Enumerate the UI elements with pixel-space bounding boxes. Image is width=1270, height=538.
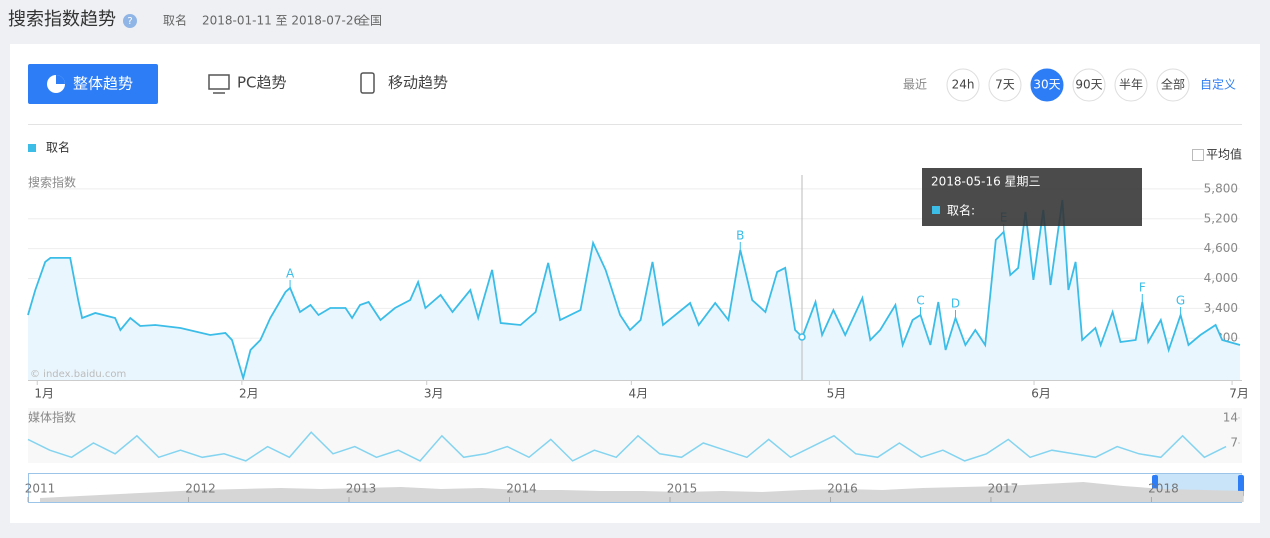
tooltip-title: 2018-05-16 星期三 xyxy=(931,175,1041,189)
period-label: 90天 xyxy=(1075,78,1102,92)
y-tick-label: 4,000 xyxy=(1204,271,1238,285)
pie-icon-slice xyxy=(56,75,65,84)
annotation-label: A xyxy=(286,266,295,280)
period-label: 最近 xyxy=(903,78,927,92)
x-tick-label: 5月 xyxy=(827,387,847,401)
legend-swatch xyxy=(28,144,36,152)
x-tick-label: 2013 xyxy=(346,482,377,496)
mobile-icon xyxy=(360,72,375,94)
annotation-label: C xyxy=(916,294,924,308)
legend-label[interactable]: 取名 xyxy=(46,140,70,155)
tooltip xyxy=(922,168,1142,226)
period-label: 24h xyxy=(952,78,975,92)
x-tick-label: 2015 xyxy=(667,482,698,496)
tab-label: 整体趋势 xyxy=(73,75,133,93)
x-tick-label: 2月 xyxy=(239,387,259,401)
x-tick-label: 2016 xyxy=(827,482,858,496)
x-tick-label: 1月 xyxy=(34,387,54,401)
x-tick-label: 2012 xyxy=(185,482,216,496)
x-tick-label: 7月 xyxy=(1229,387,1249,401)
custom-period[interactable]: 自定义 xyxy=(1200,77,1236,92)
keyword: 取名 xyxy=(163,13,187,28)
x-tick-label: 6月 xyxy=(1031,387,1051,401)
area xyxy=(28,199,1240,380)
x-tick-label: 2014 xyxy=(506,482,537,496)
period-button[interactable] xyxy=(946,68,980,102)
period-label: 7天 xyxy=(995,78,1015,92)
hover-point xyxy=(798,333,806,341)
annotation-label: B xyxy=(736,228,744,242)
tooltip-swatch xyxy=(932,206,940,214)
x-tick-label: 4月 xyxy=(629,387,649,401)
period-button[interactable] xyxy=(1030,68,1064,102)
help-icon[interactable] xyxy=(123,14,137,28)
period-button[interactable] xyxy=(988,68,1022,102)
y-tick-label: 3,400 xyxy=(1204,301,1238,315)
y-tick-label: 7 xyxy=(1230,435,1238,449)
x-tick-label: 2018 xyxy=(1148,482,1179,496)
x-tick-label: 3月 xyxy=(424,387,444,401)
annotation-label: F xyxy=(1139,280,1146,294)
watermark: © index.baidu.com xyxy=(30,369,126,380)
help-icon-mark: ? xyxy=(127,16,132,27)
tooltip-label: 取名: xyxy=(947,203,975,218)
media-band xyxy=(28,408,1242,463)
tab-overall[interactable] xyxy=(28,64,158,104)
area xyxy=(40,482,1244,502)
x-tick-label: 2017 xyxy=(988,482,1019,496)
period-button[interactable] xyxy=(1114,68,1148,102)
period-button[interactable] xyxy=(1072,68,1106,102)
period-label: 半年 xyxy=(1119,78,1143,92)
x-tick-label: 2011 xyxy=(25,482,56,496)
period-label: 30天 xyxy=(1033,78,1060,92)
pc-icon xyxy=(208,74,230,90)
y-axis-label: 媒体指数 xyxy=(28,410,76,425)
tab-label[interactable]: 移动趋势 xyxy=(388,74,448,92)
period-button[interactable] xyxy=(1156,68,1190,102)
annotation-label: G xyxy=(1176,294,1185,308)
date-range: 2018-01-11 至 2018-07-26 xyxy=(202,14,361,28)
y-tick-label: 5,200 xyxy=(1204,211,1238,225)
y-tick-label: 5,800 xyxy=(1204,181,1238,195)
annotation-label: D xyxy=(951,297,960,311)
y-tick-label: 14 xyxy=(1223,410,1238,424)
tab-label[interactable]: PC趋势 xyxy=(237,74,287,92)
average-label: 平均值 xyxy=(1206,147,1242,162)
line xyxy=(27,431,1227,462)
average-checkbox[interactable] xyxy=(1192,149,1204,161)
y-axis-label: 搜索指数 xyxy=(28,175,76,190)
y-tick-label: 4,600 xyxy=(1204,241,1238,255)
page-title: 搜索指数趋势 xyxy=(8,9,116,30)
period-label: 全部 xyxy=(1161,77,1185,92)
region: 全国 xyxy=(358,13,382,28)
